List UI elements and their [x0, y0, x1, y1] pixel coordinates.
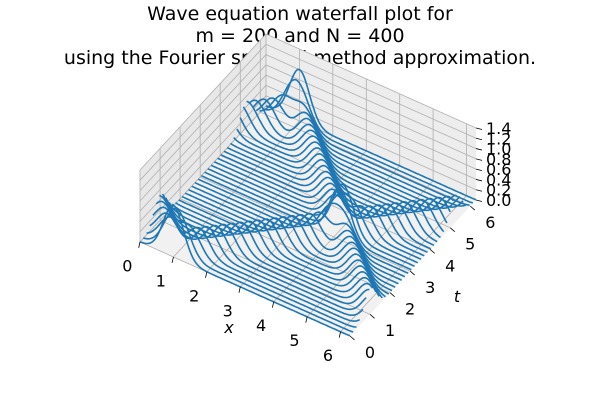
- t-tick-mark: [429, 249, 435, 254]
- z-tick-mark: [475, 168, 483, 172]
- x-tick-label: 5: [289, 331, 299, 350]
- t-axis-label: t: [454, 287, 461, 306]
- z-tick-mark: [475, 179, 483, 182]
- x-tick-mark: [338, 331, 341, 338]
- gridline-z: [139, 64, 477, 202]
- series-line: [171, 203, 383, 299]
- z-tick-label: 1.2: [486, 129, 511, 148]
- z-tick-label: 0.4: [486, 170, 511, 189]
- x-tick-label: 4: [256, 316, 266, 335]
- back-pane-left: [140, 34, 266, 242]
- z-tick-label: 0.8: [486, 150, 511, 169]
- series-line: [236, 128, 448, 224]
- back-pane-right: [266, 34, 476, 200]
- gridline-z: [139, 33, 477, 171]
- series-line: [139, 204, 351, 337]
- t-tick-label: 0: [365, 343, 375, 362]
- series-line: [217, 157, 428, 254]
- x-tick-mark: [305, 316, 308, 323]
- x-tick-mark: [205, 271, 208, 278]
- x-tick-label: 3: [223, 301, 233, 320]
- series-line: [181, 195, 393, 292]
- t-tick-mark: [409, 270, 415, 276]
- series-line: [259, 94, 470, 206]
- series-line: [175, 202, 386, 298]
- series-line: [226, 146, 438, 243]
- series-line: [213, 161, 425, 257]
- t-tick-mark: [450, 227, 456, 233]
- series-line: [265, 68, 477, 201]
- x-axis-label: x: [223, 318, 234, 337]
- z-tick-label: 0.6: [486, 160, 511, 179]
- x-tick-mark: [238, 286, 241, 293]
- t-tick-label: 6: [485, 213, 495, 232]
- t-tick-mark: [349, 335, 355, 341]
- z-tick-label: 0.0: [486, 191, 511, 210]
- z-tick-label: 0.2: [486, 181, 511, 200]
- t-tick-label: 3: [425, 278, 435, 297]
- x-tick-label: 1: [156, 271, 166, 290]
- series-line: [233, 137, 445, 233]
- series-line: [143, 207, 354, 333]
- t-tick-label: 1: [385, 321, 395, 340]
- x-tick-mark: [138, 241, 141, 248]
- t-tick-label: 5: [465, 235, 475, 254]
- z-tick-mark: [475, 127, 483, 130]
- t-tick-mark: [389, 292, 395, 297]
- t-tick-mark: [470, 205, 476, 211]
- t-tick-mark: [369, 314, 375, 319]
- gridline-z: [139, 95, 477, 232]
- x-tick-mark: [271, 301, 275, 308]
- series-line: [191, 185, 403, 281]
- chart-title-line-2: m = 200 and N = 400: [195, 25, 404, 47]
- series-line: [255, 97, 467, 207]
- z-tick-mark: [475, 158, 483, 161]
- gridline-z: [139, 54, 477, 191]
- t-tick-label: 2: [405, 300, 415, 319]
- t-tick-label: 4: [445, 256, 455, 275]
- gridline-z: [139, 74, 477, 212]
- series-line: [184, 192, 396, 288]
- series-line: [152, 206, 364, 317]
- z-tick-label: 1.4: [486, 119, 511, 138]
- series-line: [220, 154, 432, 250]
- series-line: [178, 199, 390, 295]
- x-tick-mark: [171, 256, 174, 263]
- z-tick-label: 1.0: [486, 140, 511, 159]
- series-line: [223, 150, 435, 247]
- z-tick-mark: [475, 148, 483, 151]
- x-tick-label: 0: [122, 256, 132, 275]
- z-tick-mark: [475, 137, 483, 141]
- x-tick-label: 6: [323, 346, 333, 365]
- z-tick-mark: [475, 189, 483, 192]
- series-line: [194, 181, 406, 278]
- series-lines: [139, 68, 477, 337]
- gridline-z: [139, 84, 477, 222]
- series-line: [210, 164, 422, 261]
- gridline-z: [139, 43, 477, 181]
- chart-title-line-1: Wave equation waterfall plot for: [147, 3, 453, 25]
- series-line: [262, 78, 474, 204]
- x-tick-label: 2: [189, 286, 199, 305]
- z-tick-mark: [475, 199, 483, 202]
